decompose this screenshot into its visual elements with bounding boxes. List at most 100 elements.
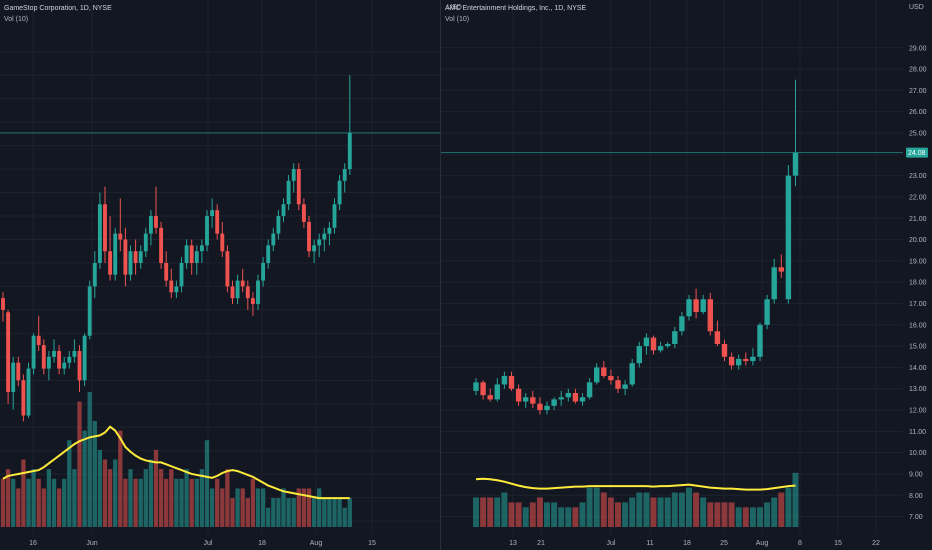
gme-volume-bar xyxy=(215,478,220,527)
gme-candle xyxy=(41,339,46,375)
amc-chart-svg[interactable]: 7.00 8.00 9.00 10.00 11.00 12.00 13.00 14.00 15.… xyxy=(441,0,932,550)
gme-volume-bar xyxy=(204,440,210,527)
gme-chart-svg[interactable]: 10.0012.0014.0016.0018.0020.0022.0024.00… xyxy=(0,0,440,550)
amc-candle xyxy=(736,354,742,370)
gme-candle xyxy=(199,239,204,263)
amc-candle-body xyxy=(544,405,550,411)
gme-candle xyxy=(220,221,225,258)
gme-candle xyxy=(97,192,102,269)
amc-gridlines xyxy=(441,0,903,535)
gme-x-axis: 16 Jun Jul 18 Aug 15 xyxy=(29,540,376,547)
amc-candle-body xyxy=(743,358,749,362)
gme-chart-title: GameStop Corporation, 1D, NYSE xyxy=(4,5,112,12)
amc-x-tick-label: 8 xyxy=(798,540,802,547)
amc-y-tick-label: 29.00 xyxy=(909,45,927,52)
gme-candle xyxy=(118,198,123,252)
amc-y-tick-label: 22.00 xyxy=(909,194,927,201)
amc-volume-bar xyxy=(522,507,529,527)
gme-candle-body xyxy=(57,350,62,369)
amc-volume-bar xyxy=(544,502,550,527)
amc-y-tick-label: 13.00 xyxy=(909,386,927,393)
gme-candle-body xyxy=(327,227,332,234)
gme-volume-bar xyxy=(21,459,26,527)
gme-volume-bar xyxy=(194,478,199,527)
gme-candle-body xyxy=(169,280,174,293)
amc-candle xyxy=(665,341,671,349)
amc-candle xyxy=(515,384,522,406)
amc-y-tick-label: 11.00 xyxy=(909,429,926,436)
gme-volume-bar xyxy=(179,478,184,527)
gme-candle xyxy=(31,333,36,375)
gme-candle-body xyxy=(36,335,41,346)
amc-candle-body xyxy=(615,380,621,389)
amc-candle-body xyxy=(508,375,515,389)
amc-candle xyxy=(572,388,579,404)
gme-x-tick-label: Jul xyxy=(204,540,213,547)
amc-candle-body xyxy=(714,331,721,344)
amc-candle xyxy=(501,371,508,389)
gme-volume-bar xyxy=(87,392,92,527)
gme-candle-body xyxy=(256,280,260,305)
amc-chart-pane[interactable]: 7.00 8.00 9.00 10.00 11.00 12.00 13.00 14.00 15.… xyxy=(441,0,932,550)
gme-candle xyxy=(77,345,82,393)
amc-candle-body xyxy=(764,299,770,325)
gme-candle-body xyxy=(301,204,306,222)
gme-candle xyxy=(210,198,215,228)
gme-candle-body xyxy=(11,362,16,393)
amc-volume-bar xyxy=(749,507,756,527)
amc-candle-body xyxy=(750,356,756,362)
pane-divider[interactable] xyxy=(440,0,441,550)
gme-volume-bar xyxy=(347,498,352,527)
gme-candle xyxy=(215,204,220,240)
amc-y-tick-label: 14.00 xyxy=(909,365,927,372)
gme-candle xyxy=(133,239,138,275)
gme-candle xyxy=(169,268,174,299)
amc-volume-bar xyxy=(664,497,671,527)
gme-candle-body xyxy=(291,169,296,181)
gme-candle xyxy=(205,210,209,252)
gme-volume-bar xyxy=(143,469,148,527)
amc-candle-body xyxy=(792,152,799,176)
amc-y-tick-label: 10.00 xyxy=(909,450,927,457)
gme-candle-body xyxy=(307,221,311,252)
amc-volume-bar xyxy=(558,507,565,527)
gme-candle-body xyxy=(154,216,158,228)
gme-candle xyxy=(21,374,26,422)
gme-candle xyxy=(276,210,281,240)
gme-volume-bar xyxy=(189,478,194,527)
gme-chart-pane[interactable]: 10.0012.0014.0016.0018.0020.0022.0024.00… xyxy=(0,0,462,550)
gme-candle-body xyxy=(148,216,153,234)
gme-candle-body xyxy=(118,233,123,240)
gme-volume-bar xyxy=(240,488,245,527)
gme-volume-bar xyxy=(337,498,342,527)
amc-currency-label: USD xyxy=(909,4,924,11)
gme-candle-body xyxy=(337,180,342,205)
gme-volume-bar xyxy=(311,498,317,527)
gme-candle xyxy=(312,239,317,263)
gme-volume-bar xyxy=(11,478,16,527)
gme-candle-body xyxy=(332,204,337,228)
amc-candle-body xyxy=(494,384,500,400)
amc-candle-body xyxy=(707,299,713,332)
amc-candle-body xyxy=(572,393,579,402)
gme-volume-bar xyxy=(281,488,286,527)
amc-candle-body xyxy=(778,267,784,272)
gme-volume-bar xyxy=(306,488,312,527)
gme-x-tick-label: Jun xyxy=(86,540,97,547)
gme-volume-bar xyxy=(327,498,332,527)
amc-candle-body xyxy=(622,384,628,389)
gme-volume-bar xyxy=(169,469,174,527)
amc-volume-bar xyxy=(629,497,636,527)
gme-candle-body xyxy=(271,233,276,246)
amc-candle xyxy=(601,361,607,379)
gme-x-tick-label: 18 xyxy=(258,540,266,547)
gme-volume-bar xyxy=(291,498,296,527)
amc-y-tick-label: 23.00 xyxy=(909,173,927,180)
amc-volume-ma-line xyxy=(475,477,796,491)
amc-x-tick-label: 13 xyxy=(509,540,517,547)
amc-candle xyxy=(608,369,614,385)
gme-candle xyxy=(1,292,5,322)
gme-candle xyxy=(296,163,301,211)
amc-volume-bar xyxy=(714,502,721,527)
amc-volume-bar xyxy=(778,492,785,527)
